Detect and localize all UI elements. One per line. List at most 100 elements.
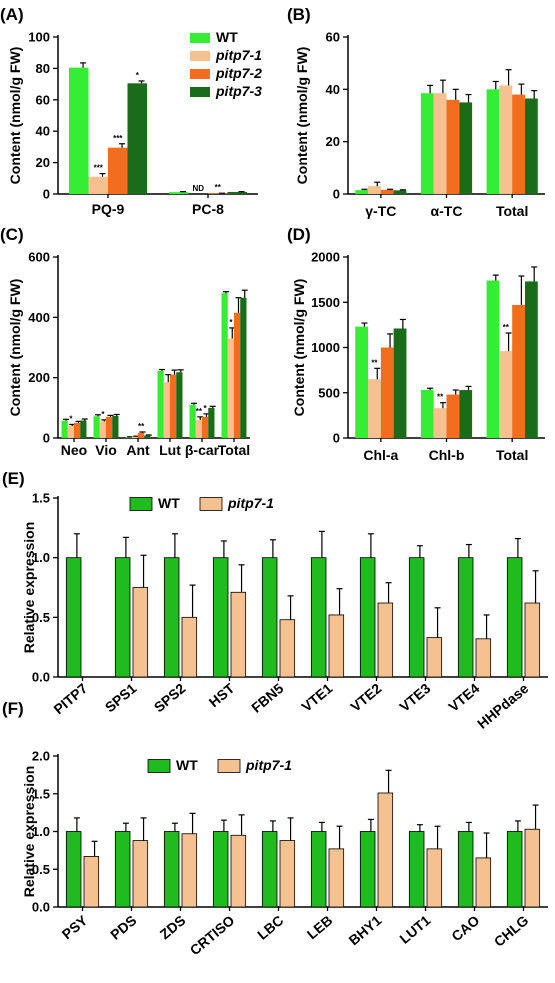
x-tick-label: Chl-b — [429, 447, 465, 463]
panel-e: (E) Relative expression 0.0 0.5 1.0 1.5 PITP7 S… — [2, 469, 548, 732]
bar — [202, 416, 209, 438]
bar — [486, 89, 500, 194]
bar — [486, 280, 500, 438]
y-tick-label: 0.5 — [32, 610, 50, 625]
significance-label: ** — [371, 358, 378, 367]
bar — [426, 848, 443, 908]
x-tick-label: PSY — [59, 912, 91, 943]
bar — [512, 94, 525, 194]
bar — [132, 840, 149, 908]
bar — [114, 557, 131, 678]
bar — [310, 831, 327, 908]
bar — [138, 432, 145, 438]
bar — [380, 347, 394, 438]
x-tick-label: HHPdase — [474, 680, 532, 732]
y-tick-label: 0 — [333, 431, 340, 446]
y-tick-label: 0.0 — [32, 900, 50, 915]
bar — [355, 190, 369, 194]
bar — [125, 437, 132, 438]
y-tick-label: 20 — [326, 134, 340, 149]
panel-c: (C) Content (nmol/g FW) 0 200 400 600 Neo Vio An… — [0, 225, 250, 458]
x-tick-label: VTE4 — [445, 680, 482, 715]
bar — [227, 338, 234, 438]
x-tick-label: LUT1 — [396, 912, 433, 947]
x-tick-label: Chl-a — [363, 447, 398, 463]
significance-label: * — [101, 410, 105, 419]
bar — [459, 390, 473, 438]
y-tick-label: 1500 — [311, 295, 340, 310]
bar — [359, 831, 376, 908]
x-tick-label: PQ-9 — [92, 201, 125, 217]
bar — [310, 557, 327, 678]
bar — [144, 435, 151, 438]
bar — [459, 102, 473, 194]
x-tick-label: ZDS — [157, 912, 189, 942]
bar — [106, 416, 113, 438]
y-tick-label: 500 — [318, 385, 340, 400]
legend-swatch — [217, 759, 241, 773]
bar — [80, 420, 87, 438]
bar — [475, 638, 492, 678]
x-tick-label: CRTISO — [187, 912, 238, 958]
legend-swatch — [129, 497, 153, 511]
y-tick-label: 60 — [36, 92, 50, 107]
bar — [380, 189, 394, 194]
panel-label: (F) — [2, 699, 24, 718]
significance-label: * — [136, 71, 140, 80]
x-tick-label: LBC — [254, 912, 286, 943]
significance-label: *** — [113, 134, 123, 143]
panel-label: (B) — [287, 5, 311, 24]
bar — [261, 557, 278, 678]
bar — [83, 856, 100, 908]
y-tick-label: 2000 — [311, 250, 340, 265]
y-tick-label: 0.0 — [32, 670, 50, 685]
bar — [408, 557, 425, 678]
bar — [93, 416, 100, 438]
x-tick-label: Vio — [95, 442, 117, 458]
x-tick-label: FBN5 — [248, 680, 286, 716]
bar — [163, 831, 180, 908]
bar — [127, 83, 147, 194]
panel-f: (F) Relative expression 0.0 0.5 1.0 1.5 2.0 PSY… — [2, 699, 548, 958]
legend-swatch — [147, 759, 171, 773]
bar — [169, 192, 189, 194]
x-tick-label: CAO — [448, 912, 482, 944]
x-tick-label: SPS1 — [102, 680, 140, 715]
bar — [512, 304, 525, 438]
bar — [227, 191, 247, 194]
bar — [420, 93, 434, 194]
bar — [74, 422, 81, 438]
x-tick-label: PITP7 — [50, 680, 90, 717]
bar — [170, 374, 177, 438]
legend-label: WT — [158, 495, 180, 511]
x-tick-label: BHY1 — [346, 912, 385, 948]
bar — [65, 831, 82, 908]
bar — [446, 394, 460, 438]
legend-swatch — [190, 87, 210, 97]
y-tick-label: 1000 — [311, 340, 340, 355]
panel-label: (A) — [0, 5, 24, 24]
y-tick-label: 20 — [36, 155, 50, 170]
bar — [499, 351, 513, 438]
x-tick-label: Total — [496, 203, 528, 219]
x-tick-label: Ant — [126, 442, 150, 458]
bar — [506, 831, 523, 908]
legend-label: pitp7-3 — [215, 83, 262, 99]
legend-label: WT — [216, 29, 238, 45]
bar — [195, 419, 202, 438]
bar — [114, 831, 131, 908]
bar — [65, 557, 82, 678]
legend-swatch — [190, 51, 210, 61]
bar — [208, 407, 215, 438]
significance-label: *** — [94, 164, 104, 173]
y-tick-label: 1.0 — [32, 550, 50, 565]
bar — [506, 557, 523, 678]
bar — [131, 436, 138, 438]
bar — [355, 326, 369, 438]
bar — [524, 828, 541, 908]
bar — [108, 147, 128, 194]
y-tick-label: 600 — [28, 250, 50, 265]
legend-label: pitp7-1 — [227, 495, 274, 511]
bar — [279, 619, 296, 678]
